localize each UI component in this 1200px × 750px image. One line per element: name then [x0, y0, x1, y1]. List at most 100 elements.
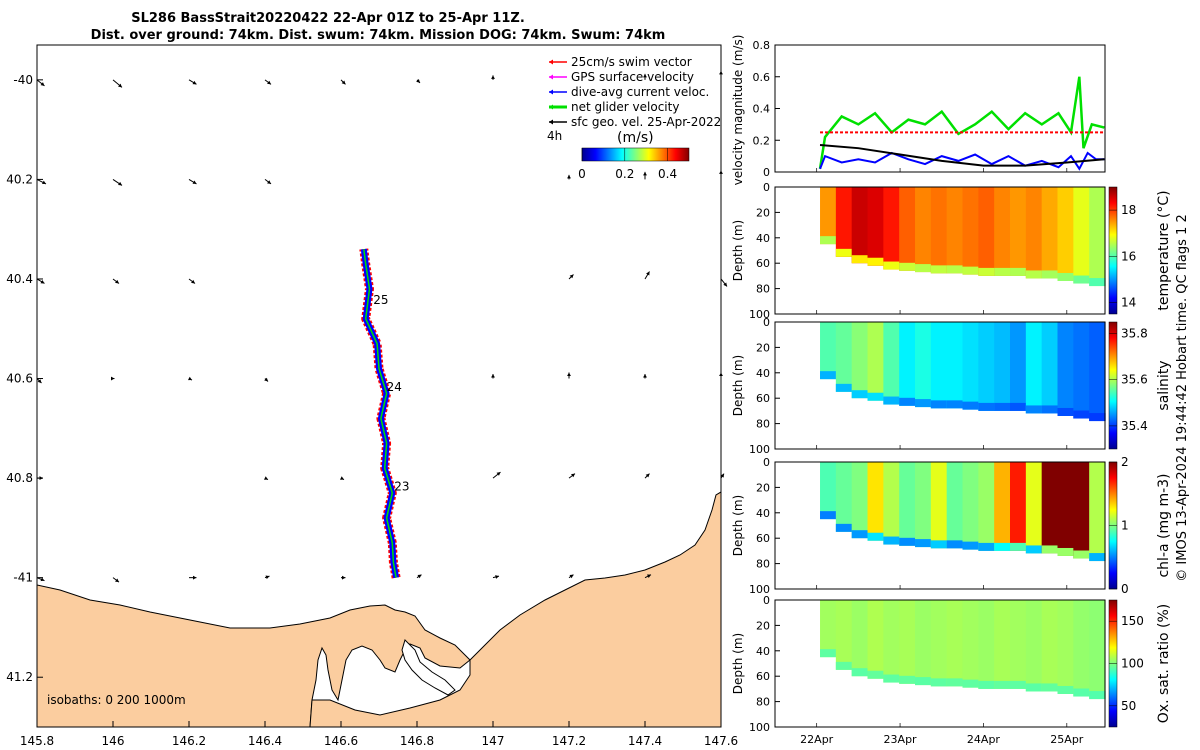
- heatmap-ytick-label: 20: [756, 206, 770, 219]
- heatmap-salinity: 0 20 40 60 80 100 Depth (m) 35.4 35.6 35.8 salinit…: [731, 316, 1172, 456]
- heatmap-temperature: 0 20 40 60 80 100 Depth (m) 14 16 18 temperature (…: [731, 181, 1172, 321]
- heatmap-ytick-label: 20: [756, 481, 770, 494]
- heatmap-cell: [899, 537, 916, 546]
- heatmap-cell: [994, 680, 1011, 689]
- heatmap-cell: [1010, 267, 1027, 276]
- geo-velocity-arrowhead: [491, 75, 495, 79]
- title-line-2: Dist. over ground: 74km. Dist. swum: 74k…: [91, 28, 666, 43]
- heatmap-cell: [994, 187, 1011, 276]
- heatmap-cell: [915, 600, 932, 686]
- heatmap-cell: [1010, 542, 1027, 551]
- heatmap-ytick-label: 80: [756, 696, 770, 709]
- heatmap-cell: [1010, 680, 1027, 689]
- heatmap-colorbar: [1108, 321, 1118, 450]
- geo-velocity-arrowhead: [723, 282, 727, 287]
- heatmap-cell: [1025, 462, 1043, 554]
- heatmap-ytick-label: 60: [756, 257, 770, 270]
- heatmap-cell: [1073, 275, 1090, 284]
- heatmap-ylabel: Depth (m): [731, 355, 745, 416]
- heatmap-cell: [1089, 187, 1106, 287]
- heatmap-cell: [820, 462, 837, 520]
- heatmap-cell: [994, 600, 1011, 689]
- heatmap-ytick-label: 60: [756, 392, 770, 405]
- map-ytick-label: 40.2: [6, 172, 33, 186]
- geo-velocity-arrowhead: [646, 271, 650, 276]
- velocity-series-line: [819, 144, 1105, 167]
- heatmap-cell: [946, 265, 964, 274]
- velocity-series-line: [818, 76, 1105, 170]
- heatmap-cell: [1025, 545, 1043, 554]
- heatmap-cell: [867, 462, 884, 541]
- heatmap-cell: [867, 600, 884, 679]
- heatmap-cell: [883, 600, 900, 683]
- heatmap-cell: [1057, 272, 1074, 281]
- map-colorbar-tick-label: 0.4: [658, 167, 677, 181]
- geo-velocity-arrowhead: [115, 279, 119, 284]
- heatmap-cell: [946, 678, 964, 687]
- legend-arrowhead: [549, 89, 553, 95]
- geo-velocity-arrowhead: [267, 180, 271, 184]
- geo-velocity-arrowhead: [192, 575, 197, 580]
- heatmap-ytick-label: 100: [749, 443, 770, 456]
- legend-arrowhead: [549, 59, 553, 65]
- heatmap-ylabel: Depth (m): [731, 633, 745, 694]
- heatmap-colorbar-tick-label: 18: [1121, 203, 1136, 217]
- geo-velocity-arrowhead: [567, 372, 571, 377]
- heatmap-cell: [835, 383, 853, 392]
- heatmap-cell: [994, 402, 1011, 411]
- tasmania-coastline: [37, 584, 471, 727]
- legend-arrowhead: [549, 74, 553, 80]
- track-day-label: 25: [373, 293, 388, 307]
- heatmap-cell: [1057, 187, 1074, 281]
- heatmap-cell: [1089, 278, 1106, 287]
- heatmap-ytick-label: 20: [756, 619, 770, 632]
- heatmap-cell: [978, 600, 995, 689]
- heatmap-cell: [851, 600, 869, 677]
- geo-velocity-arrowhead: [567, 174, 571, 179]
- heatmap-colorbar-tick-label: 35.6: [1121, 373, 1148, 387]
- heatmap-cell: [1010, 600, 1027, 689]
- heatmap-ytick-label: 60: [756, 532, 770, 545]
- heatmap-cell: [1089, 413, 1106, 422]
- heatmap-ytick-label: 0: [763, 456, 770, 469]
- heatmap-cell: [930, 265, 948, 274]
- legend-entry-label: GPS surface velocity: [571, 70, 694, 84]
- heatmap-colorbar-tick-label: 100: [1121, 657, 1144, 671]
- heatmap-cell: [899, 397, 916, 406]
- geo-velocity-arrowhead: [40, 280, 45, 284]
- map-xtick-label: 147: [482, 734, 505, 748]
- heatmap-cell: [1025, 187, 1043, 279]
- geo-velocity-arrowhead: [417, 574, 422, 579]
- heatmap-colorbar-tick-label: 16: [1121, 249, 1136, 263]
- velocity-frame: [774, 44, 1106, 173]
- heatmap-border: [774, 321, 1106, 450]
- track-day-label: 24: [387, 380, 402, 394]
- map-ytick-label: 40.8: [6, 471, 33, 485]
- heatmap-cell: [915, 462, 932, 548]
- heatmap-cell: [946, 322, 964, 409]
- heatmap-cell: [820, 236, 837, 245]
- geo-velocity-arrowhead: [265, 575, 270, 580]
- heatmap-cell: [946, 540, 964, 549]
- geo-velocity-arrowhead: [647, 574, 651, 578]
- heatmap-cell: [851, 187, 869, 264]
- heatmap-cell: [1041, 322, 1059, 414]
- heatmap-cell: [930, 322, 948, 409]
- heatmap-cell: [930, 678, 948, 687]
- heatmap-cell: [962, 541, 979, 550]
- heatmap-cell: [1073, 688, 1090, 697]
- heatmap-cell: [820, 649, 837, 658]
- heatmap-colorbar-label: temperature (°C): [1156, 190, 1172, 310]
- heatmap-cell: [883, 536, 900, 545]
- geo-velocity-arrowhead: [40, 577, 45, 582]
- geo-velocity-arrowhead: [39, 476, 43, 481]
- isobaths-label: isobaths: 0 200 1000m: [47, 693, 186, 707]
- heatmap-ytick-label: 40: [756, 645, 770, 658]
- heatmap-cell: [978, 322, 995, 411]
- velocity-ytick-label: 0.8: [753, 39, 771, 52]
- heatmap-cell: [835, 322, 853, 392]
- geo-velocity-arrowhead: [719, 372, 723, 377]
- legend-arrowhead: [549, 119, 553, 125]
- heatmap-cell: [962, 462, 979, 550]
- heatmap-cell: [946, 187, 964, 274]
